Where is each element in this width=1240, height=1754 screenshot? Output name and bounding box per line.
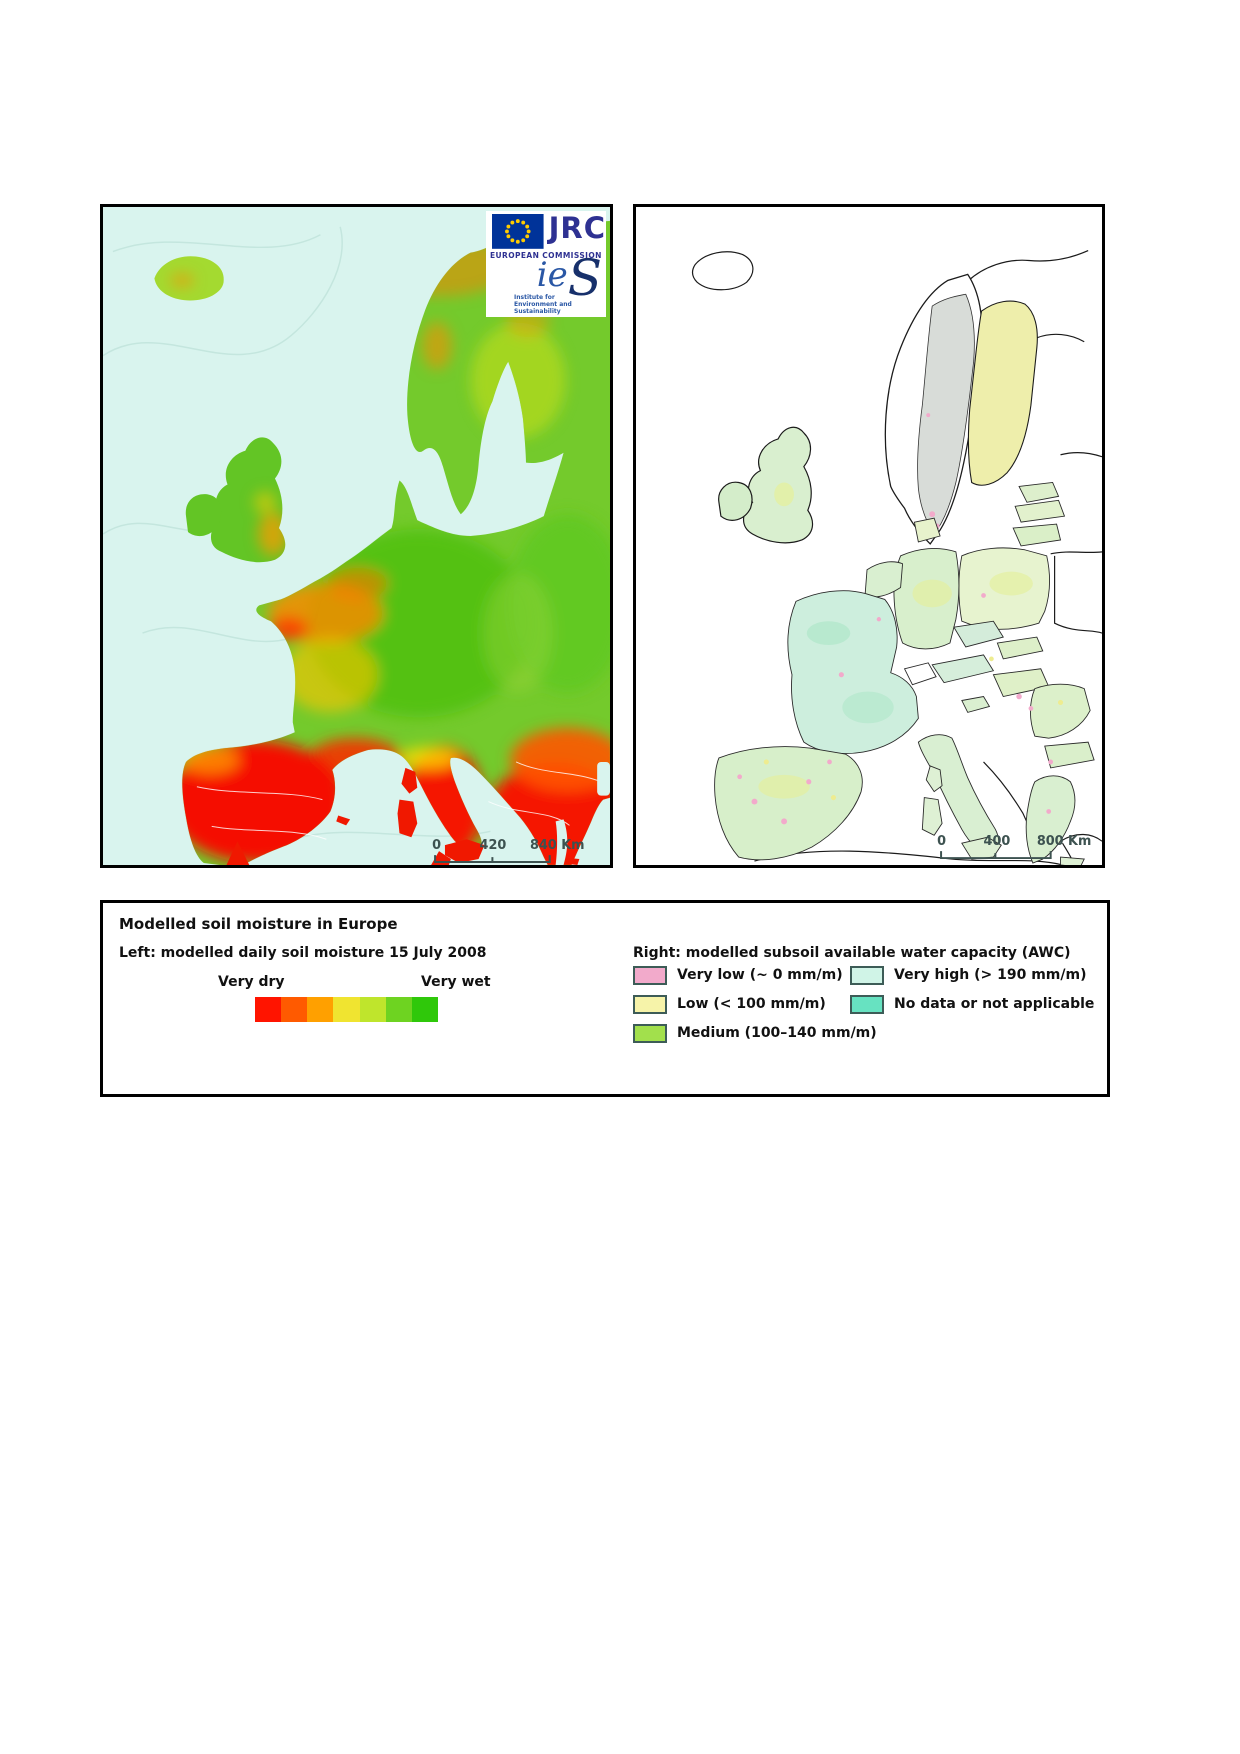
scalebar-end: 840 Km <box>530 838 585 853</box>
sea-inlets <box>555 761 610 865</box>
ireland <box>718 481 753 521</box>
czechia <box>953 620 1004 648</box>
ramp-segment <box>333 997 360 1022</box>
ramp-segment <box>411 997 438 1022</box>
label-low: Low (< 100 mm/m) <box>677 996 826 1012</box>
iberia <box>714 746 863 861</box>
switzerland <box>903 662 937 686</box>
ies-logo: ie S <box>536 248 602 307</box>
swatch-very-high <box>850 966 884 985</box>
european-commission-label: EUROPEAN COMMISSION <box>490 250 602 260</box>
romania <box>1029 683 1091 739</box>
sea-contour-lines <box>103 226 491 838</box>
soil-moisture-map: 0 420 840 Km JRC EUROPE <box>100 204 613 868</box>
scalebar-zero: 0 <box>432 838 441 853</box>
ramp-segment <box>359 997 386 1022</box>
ramp-segment <box>281 997 308 1022</box>
finland <box>967 300 1038 486</box>
legend-title: Modelled soil moisture in Europe <box>119 915 398 933</box>
bulgaria <box>1044 741 1095 769</box>
ramp-min-label: Very dry <box>218 974 285 990</box>
left-map-caption: Left: modelled daily soil moisture 15 Ju… <box>119 945 487 961</box>
scalebar-mid: 400 <box>984 834 1011 849</box>
slovakia <box>996 636 1044 660</box>
scalebar-mid: 420 <box>480 838 507 853</box>
ramp-segment <box>307 997 334 1022</box>
label-no-data: No data or not applicable <box>894 996 1095 1012</box>
ramp-segment <box>255 997 282 1022</box>
label-very-low: Very low (~ 0 mm/m) <box>677 967 843 983</box>
denmark <box>913 517 941 543</box>
awc-map: 0 400 800 Km <box>633 204 1105 868</box>
jrc-logo-text: JRC <box>548 211 606 245</box>
right-map-caption: Right: modelled subsoil available water … <box>633 945 1071 961</box>
swatch-no-data <box>850 995 884 1014</box>
dry-islands <box>226 767 580 865</box>
legend-box: Modelled soil moisture in Europe Left: m… <box>100 900 1110 1097</box>
scalebar-end: 800 Km <box>1037 834 1092 849</box>
left-scalebar: 0 420 840 Km <box>432 838 585 864</box>
swatch-very-low <box>633 966 667 985</box>
austria <box>931 654 995 684</box>
right-scalebar: 0 400 800 Km <box>937 834 1092 860</box>
baltic-states <box>1012 482 1066 547</box>
label-medium: Medium (100–140 mm/m) <box>677 1025 877 1041</box>
awc-speckles <box>737 482 1064 825</box>
jrc-logo-block: JRC EUROPEAN COMMISSION ie S Institute f… <box>486 211 606 317</box>
scandinavia <box>884 273 983 545</box>
scalebar-zero: 0 <box>937 834 946 849</box>
greece <box>1025 775 1076 864</box>
sweden <box>917 293 975 535</box>
morocco-tip <box>226 841 250 865</box>
swatch-medium <box>633 1024 667 1043</box>
awc-map-graphic: 0 400 800 Km <box>636 207 1102 865</box>
ramp-segment <box>385 997 412 1022</box>
soil-moisture-color-ramp <box>255 997 438 1022</box>
ies-subtitle: Institute for Environment and Sustainabi… <box>514 294 572 315</box>
ramp-max-label: Very wet <box>421 974 491 990</box>
label-very-high: Very high (> 190 mm/m) <box>894 967 1087 983</box>
eu-flag-icon <box>492 214 544 249</box>
slovenia <box>961 696 991 713</box>
swatch-low <box>633 995 667 1014</box>
